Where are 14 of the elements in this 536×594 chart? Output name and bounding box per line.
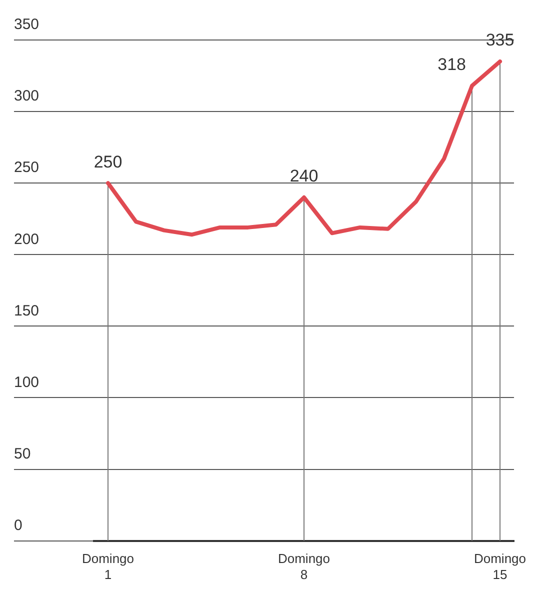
data-label: 318 xyxy=(438,54,466,74)
data-label: 250 xyxy=(94,152,122,172)
y-tick-label: 0 xyxy=(14,516,22,534)
y-tick-label: 50 xyxy=(14,445,31,462)
y-tick-label: 300 xyxy=(14,88,40,105)
y-tick-label: 100 xyxy=(14,374,40,391)
y-tick-label: 200 xyxy=(14,230,40,248)
x-tick-label: Domingo 1 xyxy=(82,551,134,582)
x-tick-label: Domingo 15 xyxy=(474,551,526,582)
y-tick-label: 150 xyxy=(14,302,40,320)
data-label: 240 xyxy=(290,166,318,186)
x-tick-label: Domingo 8 xyxy=(278,551,330,582)
y-tick-label: 350 xyxy=(14,16,40,34)
y-tick-label: 250 xyxy=(14,159,40,176)
